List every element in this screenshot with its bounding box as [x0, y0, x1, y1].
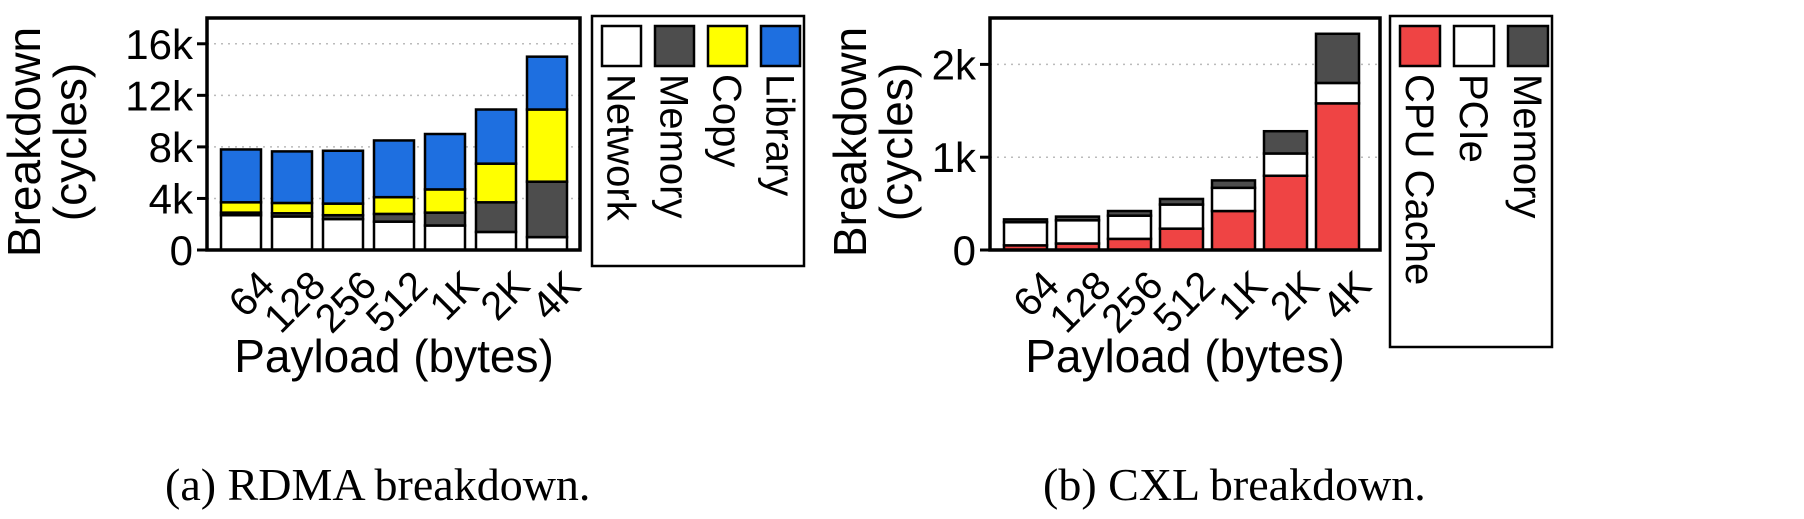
bar-library-256	[321, 149, 365, 205]
bar-memory-2k	[1262, 129, 1309, 155]
legend-label: Library	[758, 74, 802, 196]
bar-network-2k	[474, 230, 518, 252]
bar-memory-2k	[474, 201, 518, 234]
bar-cpu-cache-1k	[1210, 209, 1257, 252]
bar-copy-4k	[525, 108, 569, 183]
y-tick-label: 0	[170, 227, 193, 274]
bar-pcie-1k	[1210, 186, 1257, 213]
y-axis-label: Breakdown(cycles)	[0, 27, 96, 257]
bar-pcie-256	[1106, 214, 1153, 241]
bar-network-1k	[423, 224, 467, 252]
legend-label: Copy	[705, 74, 749, 167]
bar-network-64	[219, 213, 263, 252]
bar-network-512	[372, 220, 416, 252]
legend-box	[1388, 14, 1554, 349]
y-tick-label: 0	[953, 227, 976, 274]
bar-cpu-cache-2k	[1262, 174, 1309, 252]
bar-memory-1k	[423, 211, 467, 227]
bar-library-4k	[525, 55, 569, 111]
legend-swatch-network	[600, 24, 643, 68]
bar-memory-1k	[1210, 179, 1257, 190]
y-axis-label-line: (cycles)	[44, 63, 96, 221]
bar-copy-128	[270, 201, 314, 215]
legend-swatch-library	[759, 24, 802, 68]
y-tick-label: 12k	[125, 72, 194, 119]
legend-swatch-memory	[653, 24, 696, 68]
legend-label: PCIe	[1451, 74, 1495, 163]
legend-label: CPU Cache	[1397, 74, 1441, 285]
rdma-chart: 641282565121K2K4K04k8k12k16kBreakdown(cy…	[0, 14, 806, 382]
bar-pcie-128	[1054, 219, 1101, 245]
bar-memory-256	[1106, 209, 1153, 217]
bar-memory-64	[1002, 218, 1049, 224]
y-axis-label-line: Breakdown	[824, 27, 876, 257]
bar-network-256	[321, 217, 365, 252]
bar-copy-512	[372, 195, 416, 216]
legend-swatch-pcie	[1452, 24, 1496, 68]
bar-pcie-64	[1002, 220, 1049, 247]
legend-label: Network	[599, 74, 643, 222]
bar-memory-512	[1158, 197, 1205, 206]
bar-library-512	[372, 139, 416, 199]
bar-memory-128	[1054, 215, 1101, 222]
y-tick-label: 8k	[149, 124, 194, 171]
x-tick-label: 4K	[1314, 263, 1380, 329]
bar-copy-1k	[423, 188, 467, 214]
y-tick-label: 16k	[125, 21, 194, 68]
legend-swatch-copy	[706, 24, 749, 68]
y-axis-label-line: (cycles)	[870, 63, 922, 221]
bar-pcie-4k	[1314, 81, 1361, 105]
bar-memory-4k	[1314, 32, 1361, 85]
legend-swatch-memory	[1506, 24, 1550, 68]
bar-network-128	[270, 215, 314, 252]
bar-memory-4k	[525, 180, 569, 239]
cxl-chart: 641282565121K2K4K01k2kBreakdown(cycles)P…	[824, 14, 1554, 382]
y-axis-label-line: Breakdown	[0, 27, 50, 257]
x-tick-label: 4K	[523, 263, 589, 329]
y-tick-label: 1k	[932, 134, 977, 181]
legend-swatch-cpu-cache	[1398, 24, 1442, 68]
bar-copy-2k	[474, 162, 518, 204]
y-tick-label: 2k	[932, 41, 977, 88]
bar-library-64	[219, 148, 263, 204]
plot-frame	[988, 16, 1382, 252]
bar-pcie-512	[1158, 203, 1205, 230]
bar-library-2k	[474, 108, 518, 165]
bar-library-1k	[423, 132, 467, 191]
legend-label: Memory	[1505, 74, 1549, 218]
legend-label: Memory	[652, 74, 696, 218]
caption-cxl: (b) CXL breakdown.	[1043, 459, 1426, 510]
y-tick-label: 4k	[149, 175, 194, 222]
bar-cpu-cache-4k	[1314, 102, 1361, 252]
bar-copy-64	[219, 201, 263, 214]
bar-copy-256	[321, 202, 365, 217]
bar-network-4k	[525, 235, 569, 252]
x-axis-label: Payload (bytes)	[234, 330, 554, 382]
caption-rdma: (a) RDMA breakdown.	[165, 459, 591, 510]
bar-cpu-cache-512	[1158, 227, 1205, 252]
bar-pcie-2k	[1262, 152, 1309, 178]
x-axis-label: Payload (bytes)	[1025, 330, 1345, 382]
bar-library-128	[270, 150, 314, 205]
y-axis-label: Breakdown(cycles)	[824, 27, 922, 257]
plot-frame	[205, 16, 582, 252]
